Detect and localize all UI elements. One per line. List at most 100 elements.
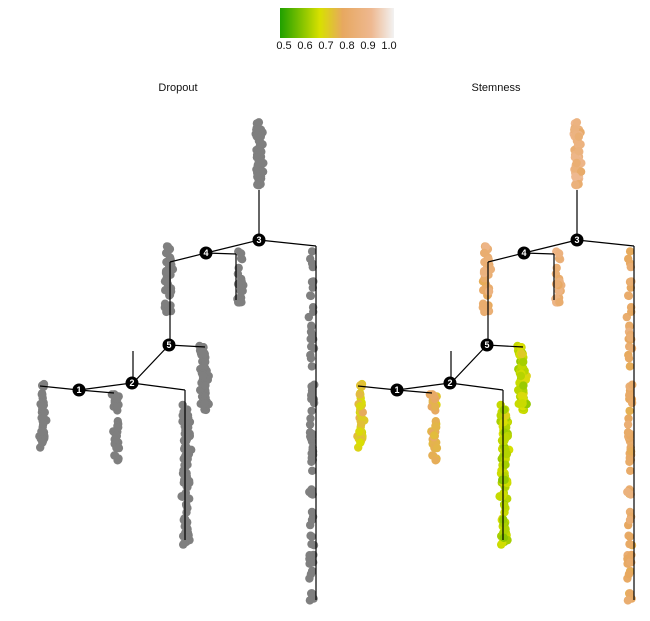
cell-point — [310, 380, 319, 389]
cell-point — [307, 362, 317, 371]
branch-points-branch-4-left — [160, 242, 178, 317]
cell-point — [623, 596, 633, 605]
cell-point — [113, 456, 122, 465]
branch-points-branch-4-right — [551, 247, 566, 307]
tree-edge — [357, 385, 398, 391]
cell-point — [308, 333, 317, 342]
tree-node-5: 5 — [162, 338, 176, 352]
cell-point — [500, 475, 509, 485]
cell-point — [258, 167, 268, 176]
tree-edge — [396, 382, 451, 391]
cell-point — [181, 418, 190, 427]
cell-point — [480, 248, 489, 258]
tree-node-5: 5 — [480, 338, 494, 352]
cell-point — [432, 423, 441, 432]
tree-node-label: 3 — [256, 235, 261, 245]
cell-point — [308, 466, 317, 475]
tree-node-label: 2 — [129, 378, 134, 388]
cell-point — [201, 381, 210, 390]
cell-point — [253, 180, 262, 190]
branch-points-branch-1-left — [35, 379, 51, 452]
cell-point — [571, 180, 580, 190]
branch-points-branch-2-right-upper — [195, 341, 213, 415]
cell-point — [576, 167, 586, 176]
cell-point — [574, 132, 583, 141]
cell-point — [574, 147, 583, 156]
tree-edge — [78, 382, 133, 391]
tree-node-3: 3 — [252, 233, 266, 247]
branch-points-branch-4-left — [478, 242, 496, 317]
cell-point — [168, 265, 178, 274]
cell-point — [355, 390, 364, 399]
cell-point — [307, 539, 316, 549]
tree-node-label: 5 — [484, 340, 489, 350]
tree-edge — [450, 344, 524, 385]
tree-node-1: 1 — [72, 383, 86, 397]
colorbar-tick-label: 0.8 — [339, 40, 354, 52]
tree-edge — [576, 239, 635, 247]
cell-point — [306, 414, 315, 423]
tree-node-marker — [517, 246, 531, 260]
cell-point — [177, 492, 186, 501]
branch-points-branch-4-right — [233, 247, 248, 307]
cell-point — [626, 303, 636, 312]
cell-point — [625, 406, 634, 416]
cell-point — [182, 501, 191, 510]
tree-edge — [205, 239, 260, 254]
cell-point — [571, 172, 580, 181]
colorbar-ticks: 0.5 0.6 0.7 0.8 0.9 1.0 — [276, 40, 396, 52]
panel-dropout: 1 2 3 4 5 — [35, 118, 319, 605]
cell-point — [307, 515, 317, 525]
cell-point — [486, 265, 496, 274]
cell-point — [309, 398, 319, 408]
cell-point — [432, 443, 442, 453]
cell-point — [181, 533, 190, 542]
cell-point — [499, 405, 509, 415]
colorbar-tick-label: 0.6 — [297, 40, 312, 52]
cell-point — [625, 539, 634, 549]
cell-point — [307, 589, 317, 598]
trajectory-tree — [357, 190, 635, 600]
cell-point — [161, 266, 171, 276]
cell-point — [519, 357, 528, 367]
cell-point — [199, 349, 208, 359]
tree-node-label: 4 — [521, 248, 526, 258]
cell-point — [431, 456, 440, 465]
cell-point — [519, 381, 528, 390]
cell-point — [626, 447, 636, 456]
cell-point — [305, 428, 315, 437]
cell-point — [478, 299, 488, 308]
cell-point — [236, 249, 246, 258]
cell-point — [625, 532, 634, 541]
cell-point — [234, 263, 243, 273]
cell-point — [306, 354, 316, 363]
tree-node-label: 5 — [166, 340, 171, 350]
cell-point — [500, 501, 509, 510]
tree-node-marker — [162, 338, 176, 352]
cell-point — [624, 414, 633, 423]
tree-node-4: 4 — [517, 246, 531, 260]
tree-node-label: 1 — [394, 385, 399, 395]
branch-points-branch-2-right-lower — [177, 400, 196, 549]
cell-point — [517, 349, 526, 359]
tree-edge — [39, 385, 80, 391]
cell-point — [305, 487, 314, 497]
cell-point — [200, 399, 209, 408]
cell-point — [37, 390, 46, 399]
cell-point — [623, 428, 633, 437]
cell-point — [112, 431, 121, 440]
cell-point — [356, 420, 366, 429]
cell-point — [254, 158, 263, 168]
cell-point — [306, 570, 316, 579]
cell-point — [625, 515, 635, 525]
cell-point — [182, 475, 191, 485]
panel-title-stemness: Stemness — [472, 82, 521, 94]
cell-point — [572, 118, 582, 127]
cell-point — [201, 357, 210, 367]
cell-point — [306, 291, 316, 301]
cell-point — [308, 557, 317, 567]
branch-points-branch-1-right — [107, 390, 124, 465]
branch-points-branch-1-right — [425, 390, 442, 465]
tree-node-marker — [480, 338, 494, 352]
cell-point — [308, 303, 318, 312]
